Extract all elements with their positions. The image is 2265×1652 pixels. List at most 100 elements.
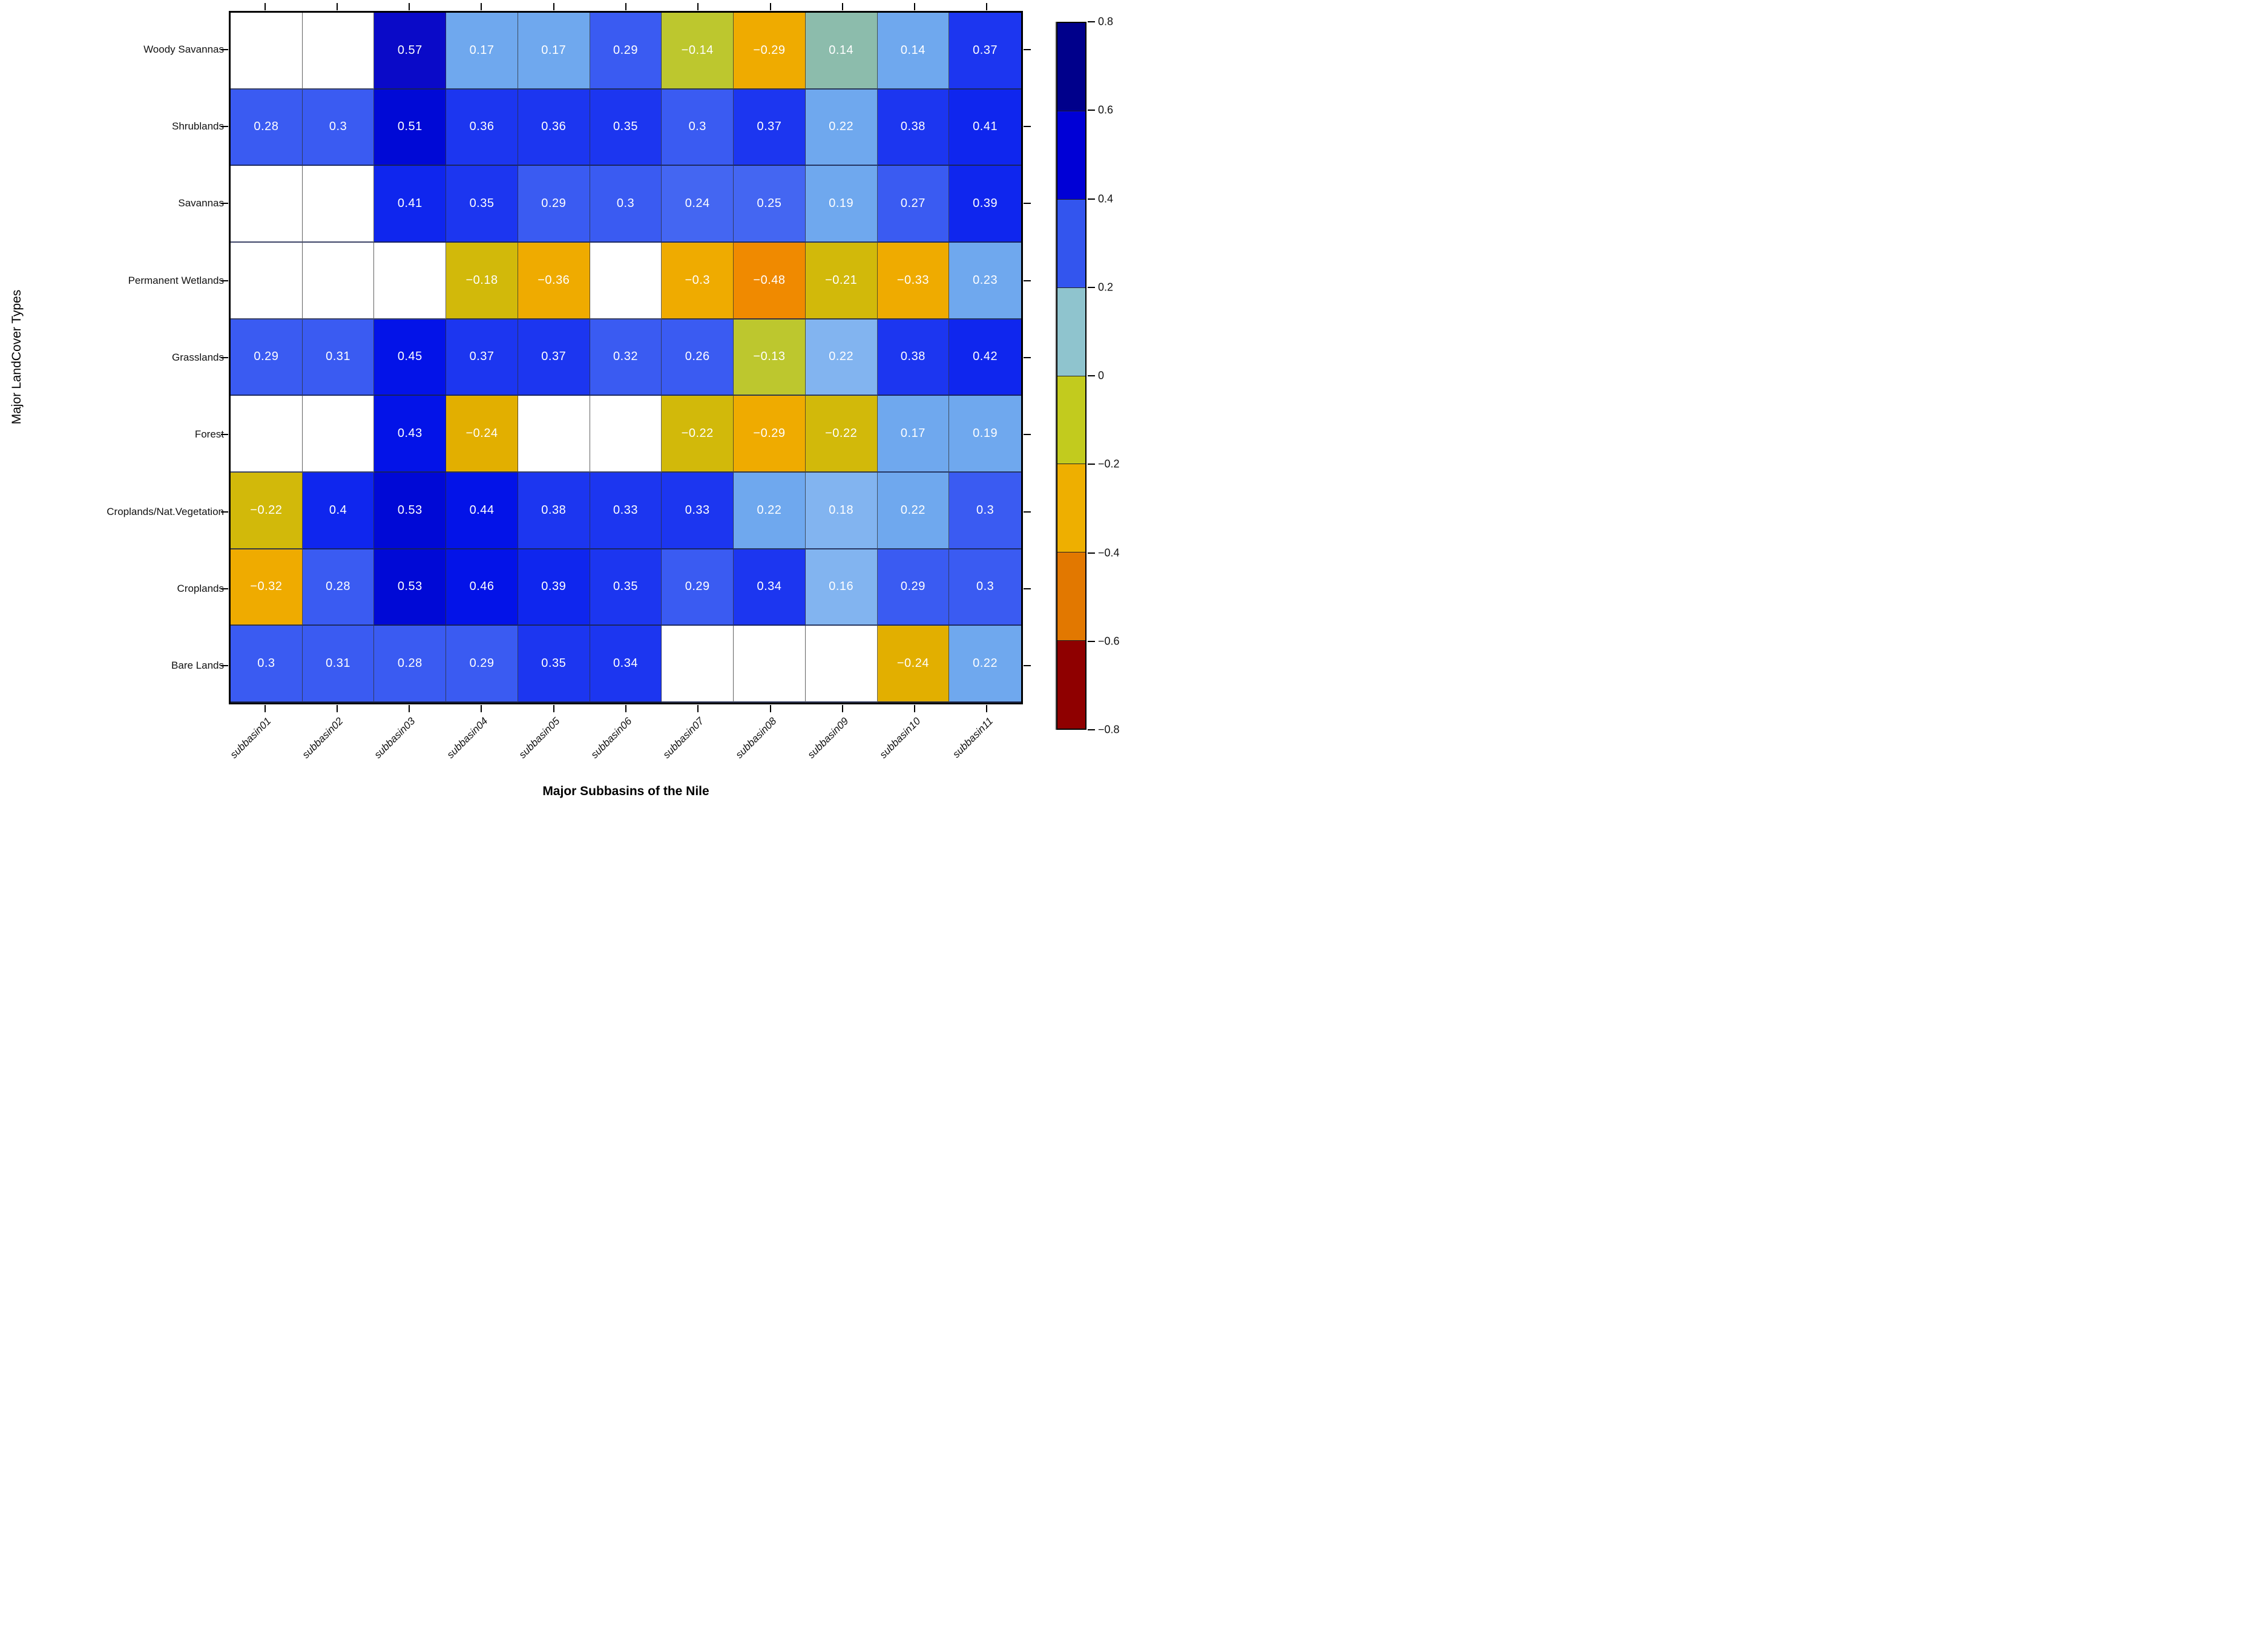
heatmap-cell: −0.13 [734,319,806,396]
colorbar-tick-label: −0.8 [1098,723,1120,736]
axis-tick [625,3,626,10]
heatmap-cell: 0.35 [446,166,518,243]
heatmap-cell: 0.29 [231,319,303,396]
y-axis-label: Croplands/Nat.Vegetation [107,505,224,517]
heatmap-cell: 0.29 [590,13,662,90]
x-axis-label: subbasin05 [516,715,562,761]
heatmap-cell: 0.29 [662,549,734,626]
axis-tick [697,705,699,712]
heatmap-cell: 0.57 [374,13,447,90]
heatmap-cell: 0.31 [302,626,375,703]
x-axis-label: subbasin10 [877,715,923,761]
heatmap-cell: 0.24 [662,166,734,243]
heatmap-cell: 0.37 [949,13,1021,90]
colorbar [1056,22,1086,730]
y-axis-label: Croplands [177,583,225,594]
axis-tick [481,705,482,712]
heatmap-cell: 0.35 [590,89,662,166]
heatmap-cell: 0.17 [518,13,590,90]
axis-tick [625,705,626,712]
axis-tick [1088,198,1095,200]
axis-tick [1024,203,1031,205]
heatmap-cell [231,396,303,473]
heatmap-cell: −0.36 [518,242,590,320]
heatmap-cell: 0.42 [949,319,1021,396]
heatmap-cell: 0.51 [374,89,447,166]
axis-tick [1024,280,1031,281]
colorbar-tick-label: −0.2 [1098,457,1120,470]
axis-tick [1088,375,1095,376]
axis-tick [221,511,228,513]
heatmap-cell: 0.27 [877,166,950,243]
x-axis-label: subbasin02 [300,715,346,761]
axis-tick [336,3,338,10]
axis-tick [264,705,266,712]
heatmap-cell: 0.37 [734,89,806,166]
axis-tick [264,3,266,10]
heatmap-cell: 0.35 [590,549,662,626]
x-axis-label: subbasin01 [228,715,274,761]
heatmap-cell [302,396,375,473]
x-axis-label: subbasin03 [372,715,418,761]
heatmap-cell: 0.37 [518,319,590,396]
axis-tick [1088,21,1095,22]
axis-tick [1088,110,1095,111]
axis-tick [1088,286,1095,288]
heatmap-cell: −0.24 [446,396,518,473]
heatmap-cell: 0.3 [662,89,734,166]
colorbar-band [1057,23,1085,111]
y-axis-label: Forest [194,428,224,441]
colorbar-tick-label: −0.4 [1098,546,1120,559]
heatmap-cell: 0.41 [374,166,447,243]
colorbar-band [1057,376,1085,465]
heatmap-cell [734,626,806,703]
heatmap-cell: 0.33 [662,472,734,549]
heatmap-cell: 0.31 [302,319,375,396]
x-axis-label: subbasin04 [444,715,490,761]
y-axis-label: Grasslands [172,352,224,363]
heatmap-cell: −0.21 [805,242,878,320]
heatmap-cell [231,166,303,243]
heatmap-cell: 0.3 [302,89,375,166]
heatmap-cell: 0.28 [302,549,375,626]
heatmap-cell: 0.22 [734,472,806,549]
axis-tick [221,126,228,127]
axis-tick [986,705,988,712]
heatmap-cell: 0.19 [949,396,1021,473]
heatmap-cell: 0.23 [949,242,1021,320]
heatmap-cell: 0.35 [518,626,590,703]
axis-tick [221,48,228,50]
heatmap-cell [518,396,590,473]
heatmap-cell [662,626,734,703]
y-axis-label: Permanent Wetlands [128,274,224,286]
heatmap-cell: 0.18 [805,472,878,549]
heatmap-cell: 0.3 [231,626,303,703]
y-axis-label: Shrublands [171,120,224,132]
heatmap-cell [231,13,303,90]
heatmap-cell: 0.22 [949,626,1021,703]
heatmap-cell: 0.38 [877,89,950,166]
heatmap-cell: 0.3 [590,166,662,243]
x-axis-label: subbasin08 [733,715,778,761]
axis-tick [1024,357,1031,358]
heatmap-cell: 0.14 [877,13,950,90]
axis-tick [221,203,228,205]
axis-tick [1024,126,1031,127]
y-axis-label: Woody Savannas [143,43,224,55]
colorbar-band [1057,641,1085,729]
axis-tick [1024,48,1031,50]
heatmap-cell: −0.14 [662,13,734,90]
heatmap-cell: 0.4 [302,472,375,549]
heatmap-cell: 0.17 [877,396,950,473]
heatmap-cell: 0.53 [374,549,447,626]
axis-tick [1088,552,1095,554]
heatmap-cell: 0.29 [446,626,518,703]
x-axis-label: subbasin06 [588,715,634,761]
colorbar-band [1057,199,1085,288]
colorbar-band [1057,287,1085,376]
axis-tick [986,3,988,10]
axis-tick [1088,640,1095,642]
heatmap-cell: −0.29 [734,13,806,90]
heatmap-plot-area: 0.57 0.17 0.17 0.29 −0.14 −0.29 0.14 0.14 0.37 0.… [229,11,1023,704]
heatmap-cell: −0.22 [231,472,303,549]
